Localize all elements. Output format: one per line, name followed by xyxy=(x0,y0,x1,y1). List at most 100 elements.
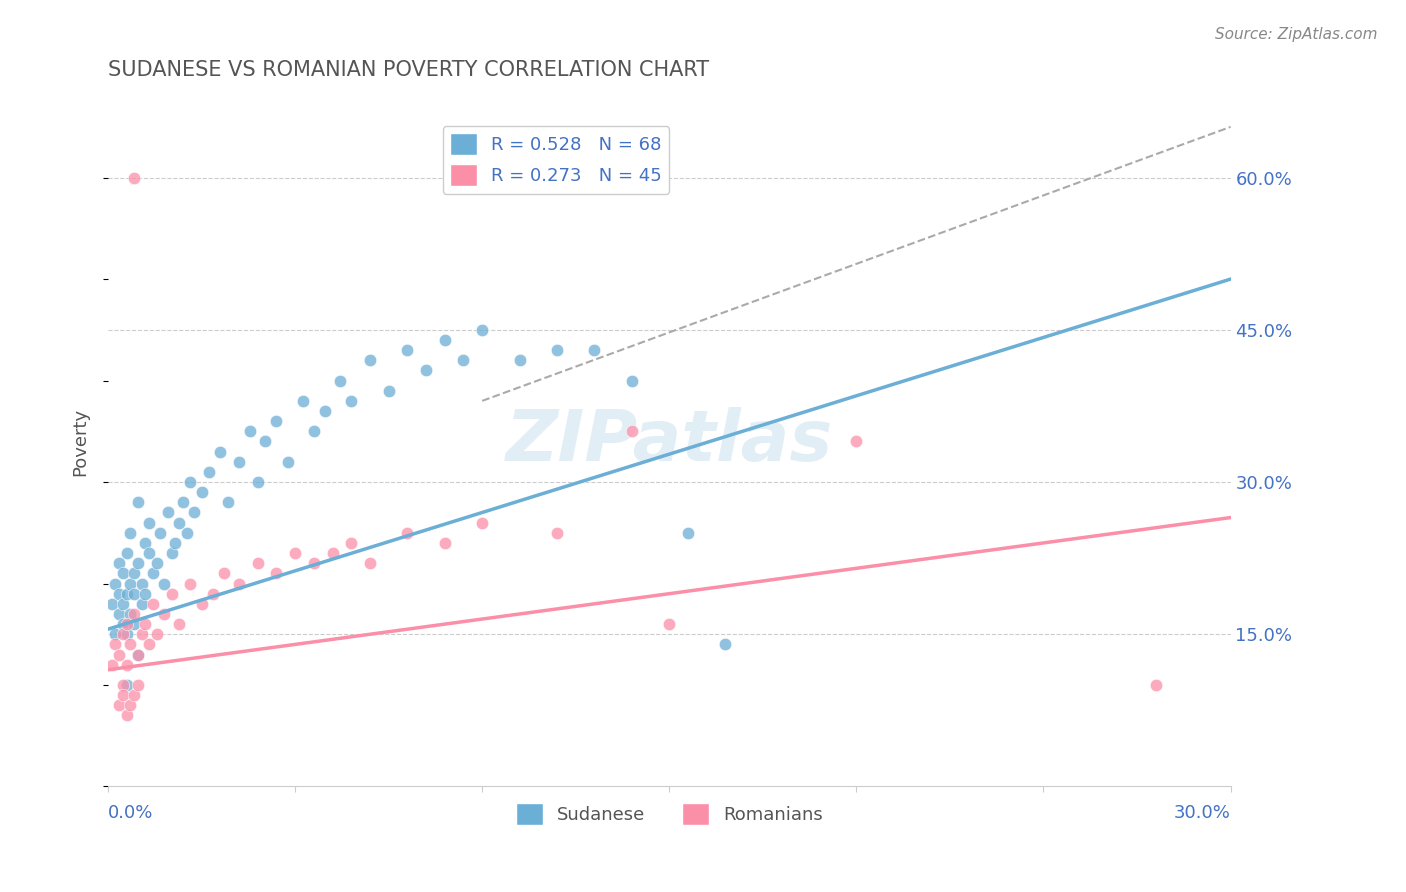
Sudanese xyxy=(165,536,187,550)
Romanians xyxy=(134,617,156,632)
Sudanese xyxy=(179,475,201,489)
Romanians xyxy=(190,597,212,611)
Sudanese xyxy=(120,607,142,621)
Romanians xyxy=(266,566,288,581)
Sudanese xyxy=(108,587,131,601)
Sudanese xyxy=(676,525,699,540)
Sudanese xyxy=(127,495,149,509)
Romanians xyxy=(115,657,138,672)
Sudanese xyxy=(127,556,149,570)
Romanians xyxy=(111,678,134,692)
Romanians xyxy=(111,688,134,702)
Romanians xyxy=(100,657,122,672)
Text: 0.0%: 0.0% xyxy=(108,804,153,822)
Romanians xyxy=(179,576,201,591)
Sudanese xyxy=(198,465,221,479)
Sudanese xyxy=(156,506,179,520)
Sudanese xyxy=(134,587,156,601)
Sudanese xyxy=(359,353,381,368)
Sudanese xyxy=(100,597,122,611)
Text: 30.0%: 30.0% xyxy=(1174,804,1230,822)
Sudanese xyxy=(546,343,568,358)
Sudanese xyxy=(138,546,160,560)
Sudanese xyxy=(115,546,138,560)
Sudanese xyxy=(131,597,153,611)
Romanians xyxy=(122,170,145,185)
Romanians xyxy=(340,536,363,550)
Sudanese xyxy=(176,525,198,540)
Sudanese xyxy=(120,576,142,591)
Romanians xyxy=(138,637,160,651)
Sudanese xyxy=(115,678,138,692)
Sudanese xyxy=(134,536,156,550)
Sudanese xyxy=(111,617,134,632)
Y-axis label: Poverty: Poverty xyxy=(72,408,89,475)
Sudanese xyxy=(183,506,205,520)
Sudanese xyxy=(120,525,142,540)
Sudanese xyxy=(228,455,250,469)
Sudanese xyxy=(277,455,299,469)
Sudanese xyxy=(108,556,131,570)
Sudanese xyxy=(142,566,165,581)
Sudanese xyxy=(131,576,153,591)
Sudanese xyxy=(153,576,176,591)
Romanians xyxy=(359,556,381,570)
Sudanese xyxy=(583,343,606,358)
Romanians xyxy=(131,627,153,641)
Sudanese xyxy=(314,404,336,418)
Sudanese xyxy=(329,374,352,388)
Romanians xyxy=(321,546,343,560)
Sudanese xyxy=(302,425,325,439)
Sudanese xyxy=(433,333,456,347)
Romanians xyxy=(212,566,235,581)
Sudanese xyxy=(172,495,194,509)
Sudanese xyxy=(190,485,212,500)
Sudanese xyxy=(122,587,145,601)
Sudanese xyxy=(217,495,239,509)
Sudanese xyxy=(471,323,494,337)
Romanians xyxy=(108,698,131,713)
Romanians xyxy=(122,607,145,621)
Text: Source: ZipAtlas.com: Source: ZipAtlas.com xyxy=(1215,27,1378,42)
Romanians xyxy=(115,708,138,723)
Romanians xyxy=(471,516,494,530)
Romanians xyxy=(433,536,456,550)
Romanians xyxy=(127,678,149,692)
Romanians xyxy=(620,425,643,439)
Sudanese xyxy=(127,648,149,662)
Sudanese xyxy=(239,425,262,439)
Sudanese xyxy=(160,546,183,560)
Romanians xyxy=(845,434,868,449)
Text: ZIPatlas: ZIPatlas xyxy=(506,407,832,476)
Romanians xyxy=(658,617,681,632)
Romanians xyxy=(228,576,250,591)
Sudanese xyxy=(108,607,131,621)
Romanians xyxy=(1144,678,1167,692)
Romanians xyxy=(142,597,165,611)
Sudanese xyxy=(122,566,145,581)
Romanians xyxy=(115,617,138,632)
Sudanese xyxy=(115,587,138,601)
Romanians xyxy=(111,627,134,641)
Sudanese xyxy=(266,414,288,428)
Sudanese xyxy=(115,627,138,641)
Sudanese xyxy=(104,627,127,641)
Romanians xyxy=(120,698,142,713)
Sudanese xyxy=(377,384,399,398)
Romanians xyxy=(145,627,167,641)
Legend: Sudanese, Romanians: Sudanese, Romanians xyxy=(509,797,830,832)
Romanians xyxy=(302,556,325,570)
Romanians xyxy=(546,525,568,540)
Romanians xyxy=(108,648,131,662)
Sudanese xyxy=(714,637,737,651)
Sudanese xyxy=(415,363,437,377)
Romanians xyxy=(122,688,145,702)
Sudanese xyxy=(111,597,134,611)
Sudanese xyxy=(138,516,160,530)
Sudanese xyxy=(111,566,134,581)
Sudanese xyxy=(509,353,531,368)
Sudanese xyxy=(149,525,172,540)
Sudanese xyxy=(145,556,167,570)
Text: SUDANESE VS ROMANIAN POVERTY CORRELATION CHART: SUDANESE VS ROMANIAN POVERTY CORRELATION… xyxy=(108,60,709,79)
Sudanese xyxy=(122,617,145,632)
